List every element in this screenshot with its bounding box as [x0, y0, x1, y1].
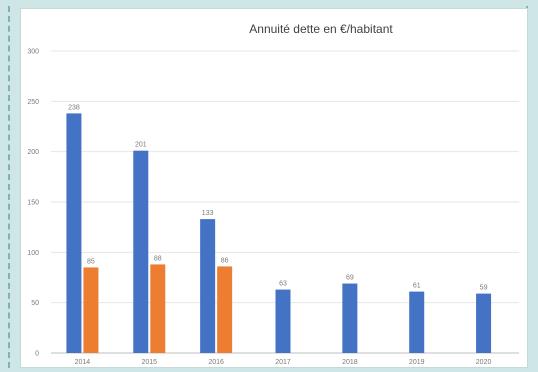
bar-chart: Annuité dette en €/habitant 0 50 100 150 200… — [27, 22, 519, 366]
y-tick-label: 250 — [27, 99, 39, 106]
x-tick-label: 2020 — [476, 359, 492, 366]
bar — [150, 264, 166, 353]
data-label: 59 — [480, 285, 488, 292]
bar — [217, 266, 233, 353]
bars: 238 85 201 88 133 86 63 69 61 59 — [66, 104, 492, 353]
data-label: 201 — [135, 142, 147, 149]
y-tick-label: 150 — [27, 200, 39, 207]
y-tick-label: 0 — [35, 351, 39, 358]
bar — [409, 291, 425, 353]
y-axis: 0 50 100 150 200 250 300 — [27, 49, 39, 358]
bar — [133, 150, 149, 353]
y-tick-label: 300 — [27, 49, 39, 56]
x-tick-label: 2015 — [141, 359, 157, 366]
data-label: 238 — [68, 104, 80, 111]
data-label: 133 — [202, 210, 214, 217]
x-tick-label: 2016 — [208, 359, 224, 366]
y-tick-label: 50 — [31, 300, 39, 307]
bar — [200, 219, 216, 353]
x-tick-label: 2019 — [409, 359, 425, 366]
data-label: 88 — [154, 255, 162, 262]
bar — [275, 289, 291, 353]
y-tick-label: 200 — [27, 149, 39, 156]
bar — [66, 113, 82, 353]
x-tick-label: 2017 — [275, 359, 291, 366]
x-axis: 2014 2015 2016 2017 2018 2019 2020 — [75, 359, 492, 366]
chart-title: Annuité dette en €/habitant — [249, 22, 393, 36]
x-tick-label: 2018 — [342, 359, 358, 366]
data-label: 69 — [346, 275, 354, 282]
y-tick-label: 100 — [27, 250, 39, 257]
data-label: 85 — [87, 258, 95, 265]
bar — [476, 293, 492, 353]
data-label: 63 — [279, 281, 287, 288]
data-label: 61 — [413, 283, 421, 290]
data-label: 86 — [221, 257, 229, 264]
x-tick-label: 2014 — [75, 359, 91, 366]
bar — [342, 283, 358, 353]
chart-card: Annuité dette en €/habitant 0 50 100 150 200… — [20, 8, 528, 368]
bar — [83, 267, 99, 353]
